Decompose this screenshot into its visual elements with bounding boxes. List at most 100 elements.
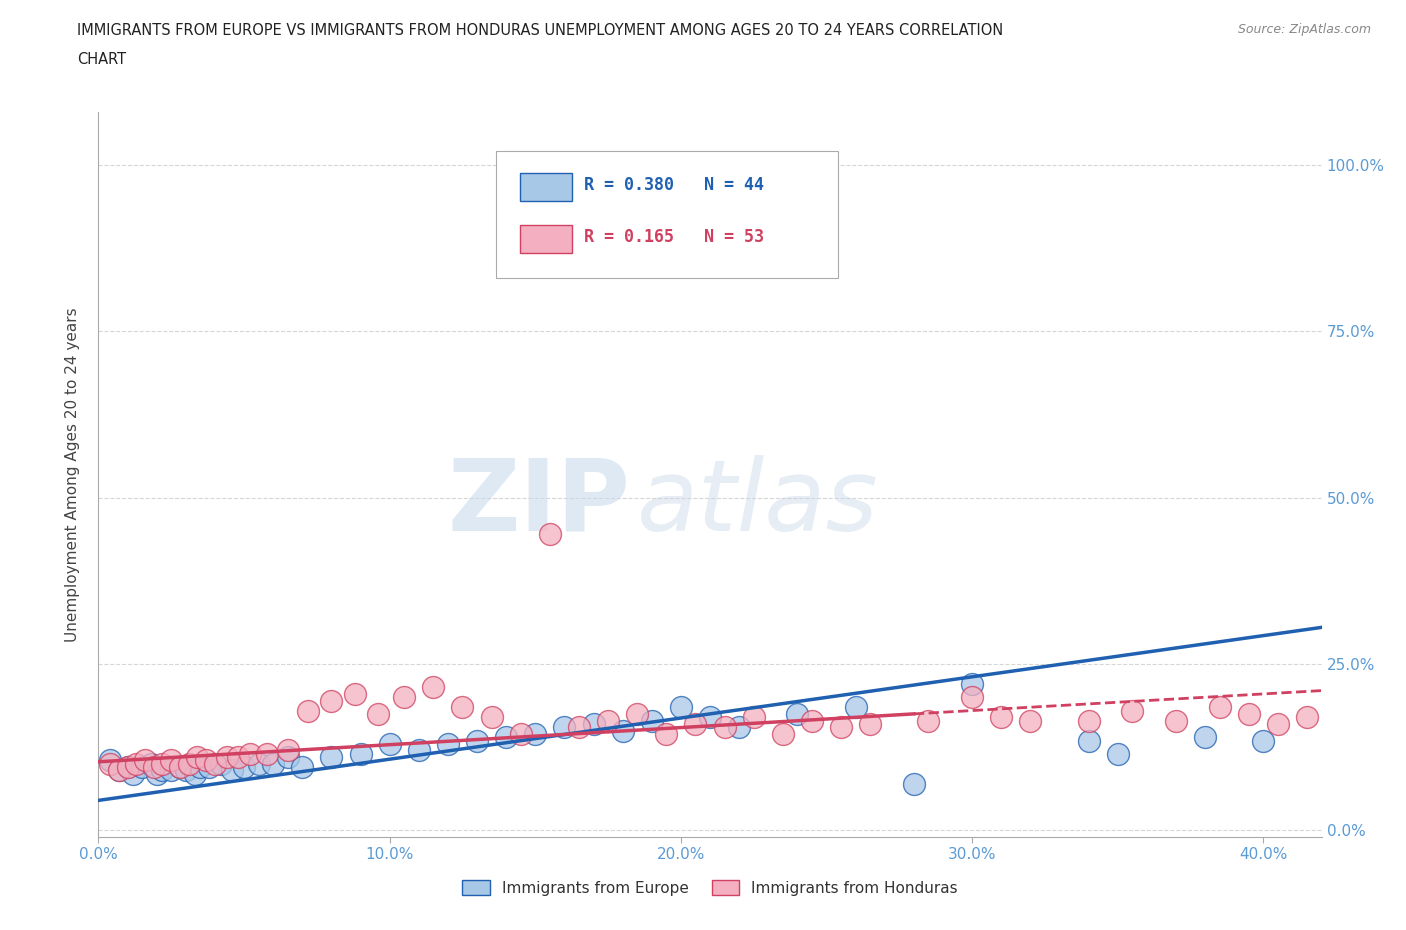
Point — [152, 763, 174, 777]
Point — [960, 676, 983, 691]
Point — [685, 716, 707, 731]
Point — [1121, 703, 1143, 718]
Point — [596, 713, 619, 728]
Point — [125, 756, 148, 771]
Point — [509, 726, 531, 741]
Point — [1164, 713, 1187, 728]
Point — [239, 747, 262, 762]
Point — [392, 690, 416, 705]
Point — [1208, 699, 1232, 714]
Point — [297, 703, 319, 718]
Point — [713, 720, 735, 735]
Point — [524, 726, 547, 741]
Point — [1324, 724, 1347, 738]
Point — [256, 747, 278, 762]
Point — [247, 756, 270, 771]
Point — [859, 716, 882, 731]
Point — [98, 756, 121, 771]
Point — [728, 720, 751, 735]
Point — [277, 750, 299, 764]
FancyBboxPatch shape — [520, 225, 572, 253]
Text: IMMIGRANTS FROM EUROPE VS IMMIGRANTS FROM HONDURAS UNEMPLOYMENT AMONG AGES 20 TO: IMMIGRANTS FROM EUROPE VS IMMIGRANTS FRO… — [77, 23, 1004, 38]
Point — [408, 743, 430, 758]
Point — [538, 526, 561, 541]
FancyBboxPatch shape — [520, 173, 572, 201]
Point — [1354, 730, 1376, 745]
Point — [830, 720, 852, 735]
Point — [1237, 707, 1260, 722]
Point — [195, 753, 218, 768]
Text: R = 0.380   N = 44: R = 0.380 N = 44 — [583, 176, 763, 193]
Text: CHART: CHART — [77, 52, 127, 67]
Point — [277, 743, 299, 758]
Point — [742, 710, 765, 724]
Point — [188, 760, 212, 775]
Point — [568, 720, 591, 735]
Text: Source: ZipAtlas.com: Source: ZipAtlas.com — [1237, 23, 1371, 36]
Point — [321, 750, 343, 764]
Point — [204, 756, 226, 771]
Point — [669, 699, 692, 714]
Point — [960, 690, 983, 705]
Point — [226, 750, 249, 764]
Point — [437, 737, 460, 751]
Point — [582, 716, 605, 731]
Point — [1384, 720, 1406, 735]
Point — [198, 760, 221, 775]
Point — [903, 777, 925, 791]
Point — [801, 713, 824, 728]
Point — [169, 760, 191, 775]
Point — [122, 766, 145, 781]
Point — [1107, 747, 1129, 762]
Point — [1253, 733, 1275, 748]
Point — [917, 713, 939, 728]
Point — [655, 726, 678, 741]
Point — [233, 760, 256, 775]
Text: R = 0.165   N = 53: R = 0.165 N = 53 — [583, 228, 763, 246]
Point — [152, 756, 174, 771]
Point — [177, 756, 200, 771]
Point — [186, 750, 208, 764]
Point — [221, 763, 243, 777]
Point — [481, 710, 503, 724]
Point — [990, 710, 1012, 724]
Point — [641, 713, 664, 728]
Point — [451, 699, 474, 714]
Point — [117, 760, 139, 775]
Point — [139, 756, 162, 771]
Point — [1194, 730, 1216, 745]
Legend: Immigrants from Europe, Immigrants from Honduras: Immigrants from Europe, Immigrants from … — [456, 873, 965, 902]
Point — [262, 756, 284, 771]
Text: ZIP: ZIP — [447, 455, 630, 551]
Point — [145, 766, 167, 781]
Point — [699, 710, 721, 724]
Point — [343, 686, 366, 701]
Point — [612, 724, 634, 738]
Point — [1077, 733, 1099, 748]
Point — [183, 766, 205, 781]
Point — [291, 760, 314, 775]
Point — [495, 730, 517, 745]
Point — [160, 753, 183, 768]
Point — [134, 753, 156, 768]
Point — [349, 747, 371, 762]
Point — [215, 750, 238, 764]
Point — [422, 680, 444, 695]
Point — [1296, 710, 1319, 724]
Text: atlas: atlas — [637, 455, 879, 551]
Point — [108, 763, 131, 777]
Point — [786, 707, 808, 722]
Point — [772, 726, 794, 741]
Point — [465, 733, 488, 748]
Point — [108, 763, 131, 777]
Y-axis label: Unemployment Among Ages 20 to 24 years: Unemployment Among Ages 20 to 24 years — [65, 307, 80, 642]
Point — [845, 699, 868, 714]
Point — [131, 760, 153, 775]
Point — [1077, 713, 1099, 728]
Point — [169, 760, 191, 775]
Point — [378, 737, 401, 751]
Point — [367, 707, 389, 722]
Point — [1267, 716, 1289, 731]
Point — [321, 693, 343, 708]
Point — [160, 763, 183, 777]
